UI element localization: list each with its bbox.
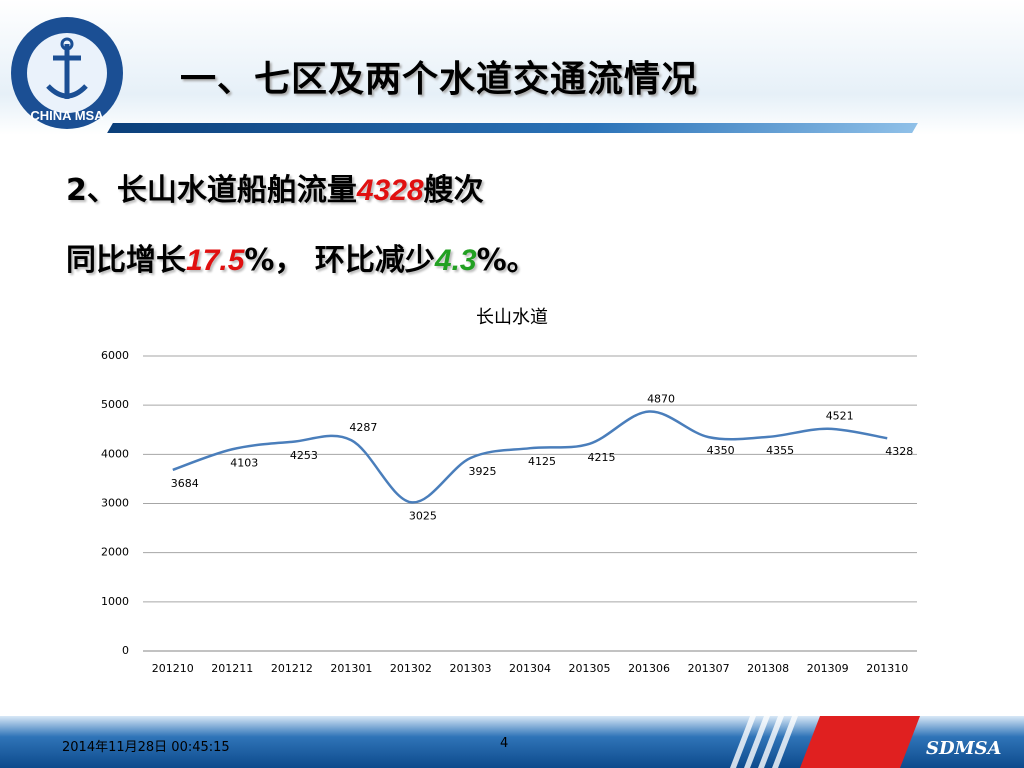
data-label: 4125 xyxy=(528,455,556,468)
x-tick-label: 201306 xyxy=(628,662,670,675)
data-label: 4103 xyxy=(230,456,258,469)
slide-title: 一、七区及两个水道交通流情况 xyxy=(180,59,699,100)
x-tick-label: 201305 xyxy=(569,662,611,675)
x-tick-label: 201301 xyxy=(330,662,372,675)
data-label: 3925 xyxy=(468,465,496,478)
text: %， 环比减少 xyxy=(244,243,435,278)
page-number: 4 xyxy=(500,736,509,751)
header: CHINA MSA 一、七区及两个水道交通流情况 xyxy=(0,0,1024,135)
chart-title: 长山水道 xyxy=(476,307,548,328)
data-label: 4287 xyxy=(349,421,377,434)
x-tick-label: 201308 xyxy=(747,662,789,675)
y-tick-label: 5000 xyxy=(101,398,129,411)
x-tick-label: 201302 xyxy=(390,662,432,675)
x-tick-label: 201307 xyxy=(688,662,730,675)
y-tick-label: 6000 xyxy=(101,349,129,362)
data-label: 4355 xyxy=(766,444,794,457)
highlight: 4328 xyxy=(356,174,424,207)
x-tick-label: 201303 xyxy=(449,662,491,675)
data-label: 4870 xyxy=(647,393,675,406)
y-tick-label: 1000 xyxy=(101,595,129,608)
x-tick-label: 201211 xyxy=(211,662,253,675)
x-tick-label: 201304 xyxy=(509,662,551,675)
y-tick-label: 2000 xyxy=(101,546,129,559)
text: 艘次 xyxy=(423,173,484,208)
data-label: 4253 xyxy=(290,449,318,462)
data-label: 3684 xyxy=(171,477,199,490)
highlight: 17.5 xyxy=(186,244,245,277)
data-label: 3025 xyxy=(409,509,437,522)
y-tick-label: 0 xyxy=(122,644,129,657)
text: 同比增长 xyxy=(66,243,186,278)
x-tick-label: 201210 xyxy=(152,662,194,675)
logo: CHINA MSA xyxy=(11,17,123,129)
footer: 2014年11月28日 00:45:15 4 SDMSA xyxy=(0,716,1024,768)
data-label: 4350 xyxy=(707,444,735,457)
y-tick-label: 4000 xyxy=(101,447,129,460)
chart: 长山水道 0 1000 2000 3000 4000 5000 6000 201210 2012… xyxy=(101,307,917,675)
summary-line: 2、长山水道船舶流量4328艘次 xyxy=(66,165,484,209)
x-tick-label: 201310 xyxy=(866,662,908,675)
x-tick-label: 201309 xyxy=(807,662,849,675)
x-tick-label: 201212 xyxy=(271,662,313,675)
text: 2、长山水道船舶流量 xyxy=(66,173,357,208)
data-label: 4215 xyxy=(588,451,616,464)
footer-date: 2014年11月28日 00:45:15 xyxy=(62,740,230,755)
logo-text: CHINA MSA xyxy=(30,108,104,123)
line xyxy=(172,410,888,504)
text: %。 xyxy=(476,243,537,278)
highlight: 4.3 xyxy=(434,244,477,277)
data-label: 4521 xyxy=(826,410,854,423)
brand: SDMSA xyxy=(926,738,1002,759)
header-stripe xyxy=(107,123,918,133)
summary-line: 同比增长17.5%， 环比减少4.3%。 xyxy=(66,235,537,279)
data-label: 4328 xyxy=(885,445,913,458)
footer-stripes xyxy=(730,716,920,768)
y-tick-label: 3000 xyxy=(101,497,129,510)
